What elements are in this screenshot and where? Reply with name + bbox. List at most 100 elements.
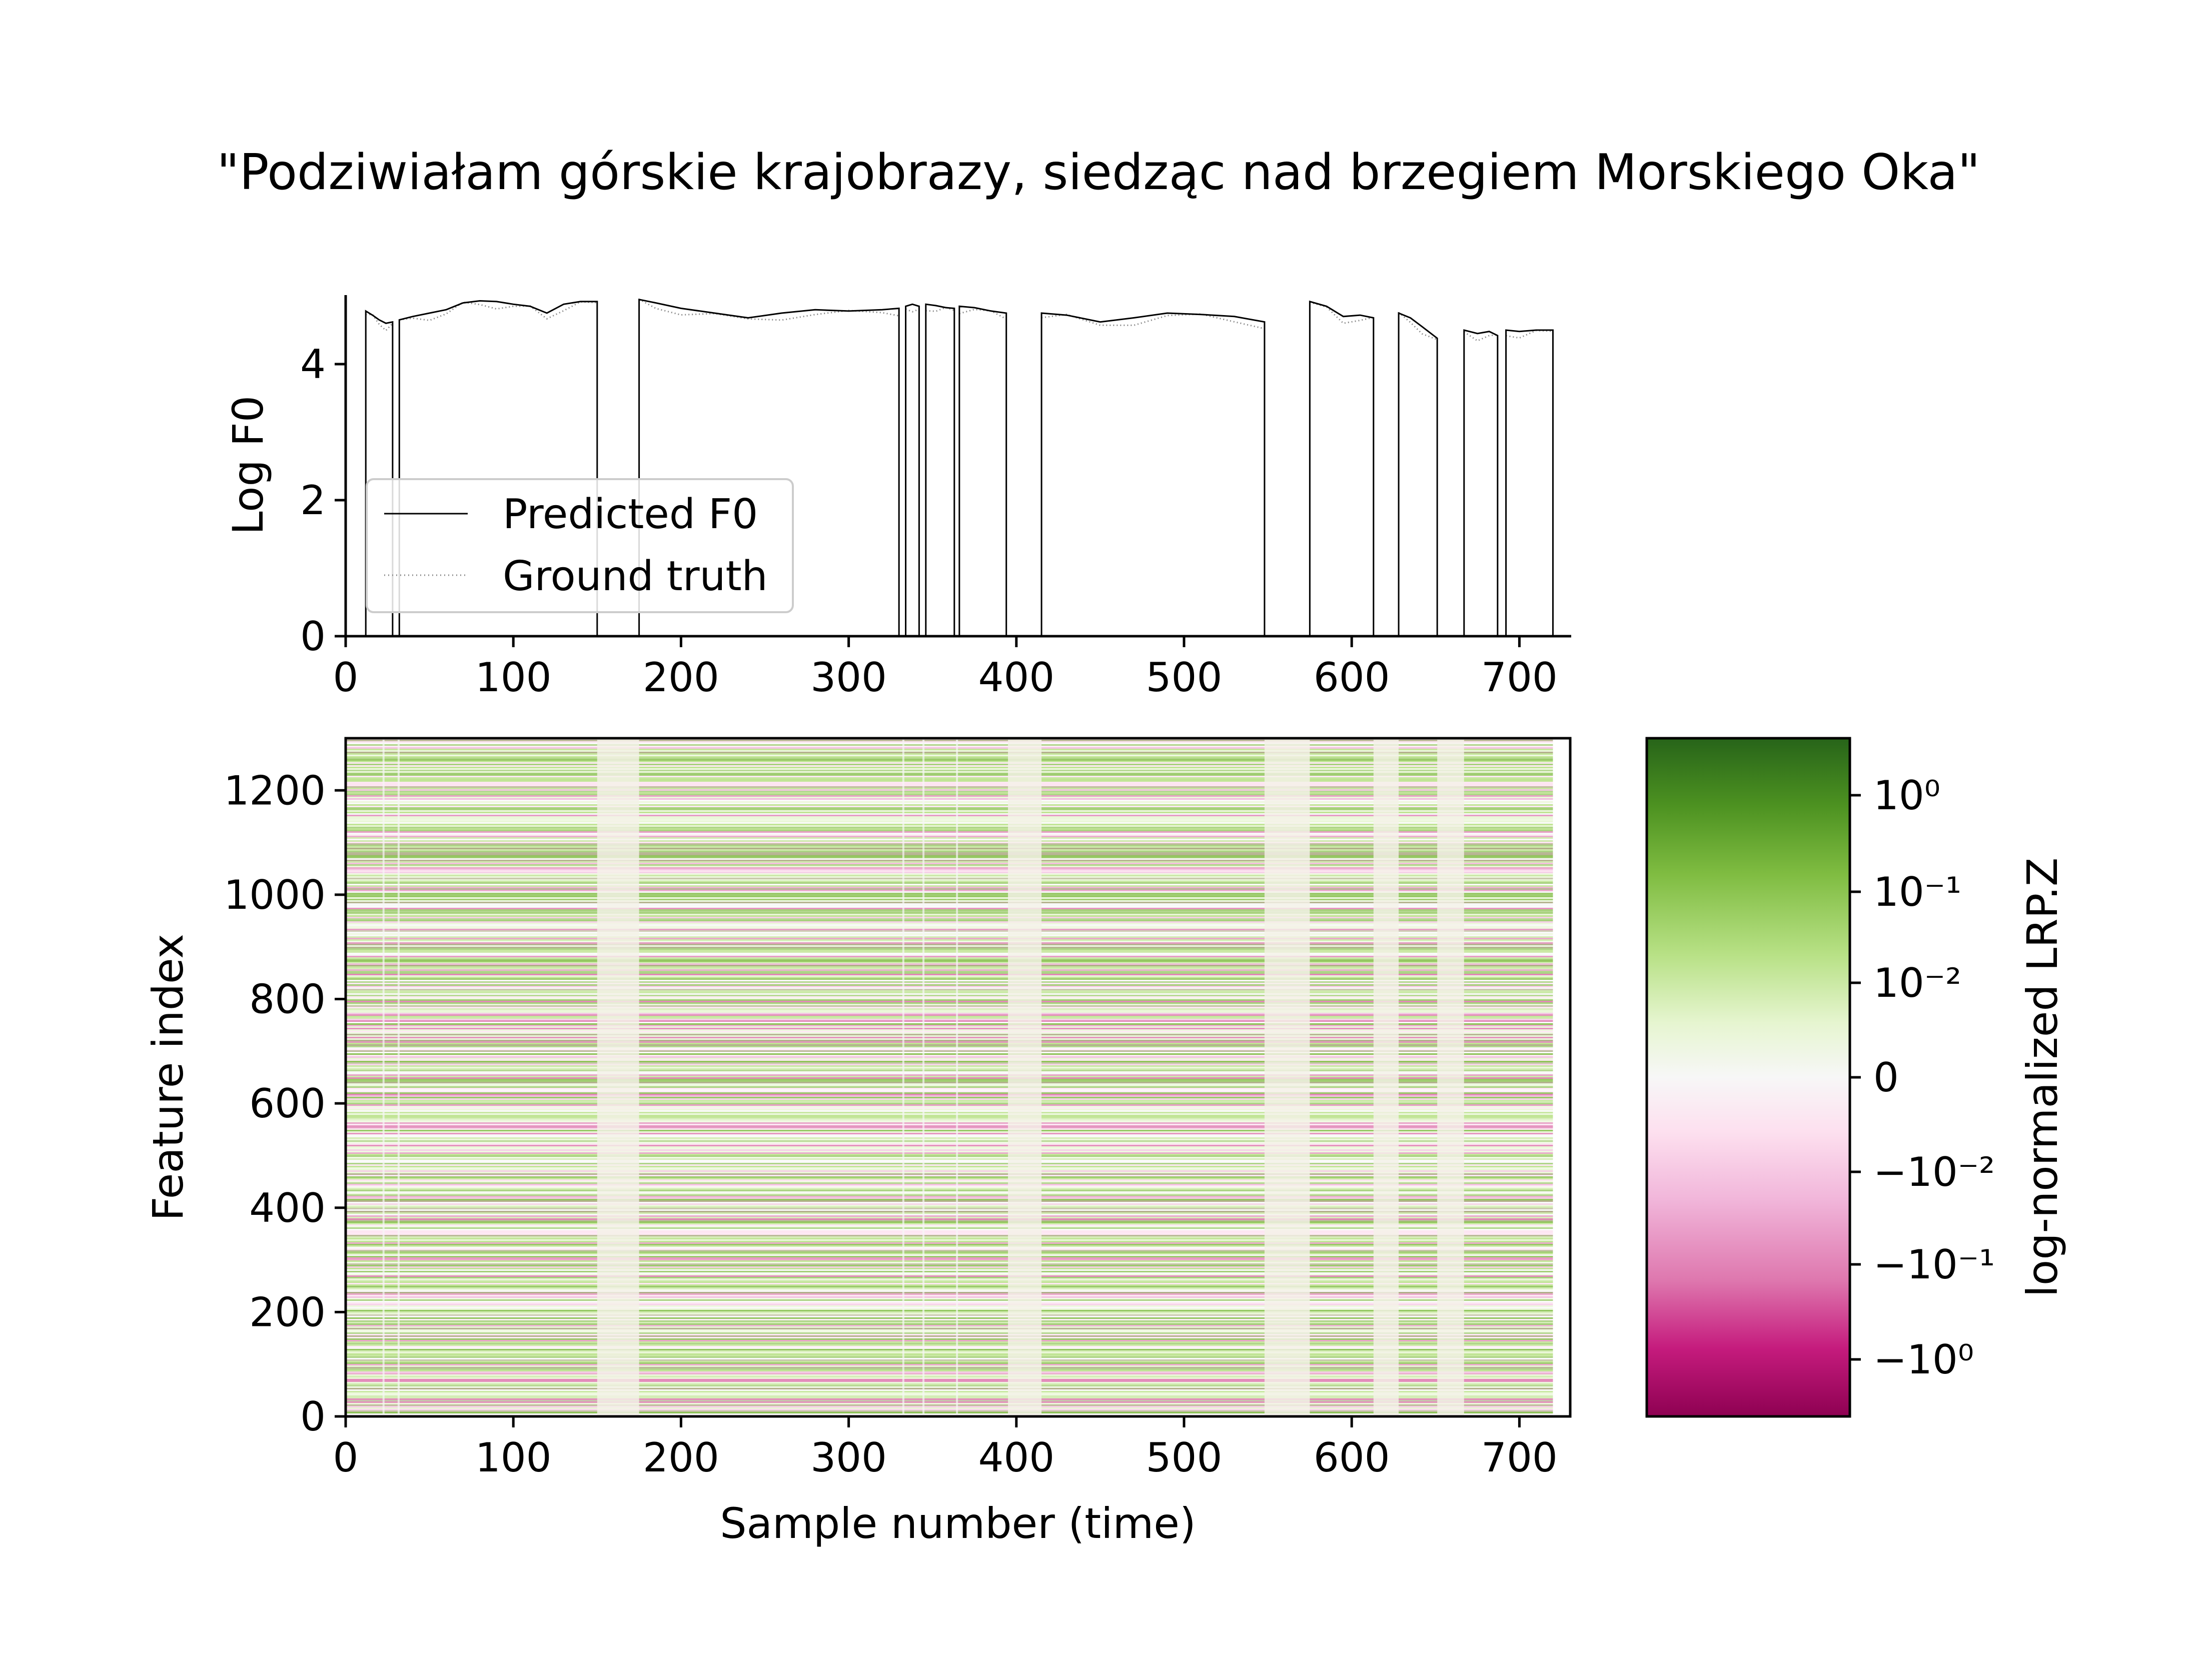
heatmap-row — [346, 1109, 1553, 1110]
heatmap-row — [346, 824, 1553, 825]
heatmap-row — [346, 966, 1553, 968]
heatmap-row — [346, 1257, 1553, 1259]
heatmap-row — [346, 1242, 1553, 1244]
heatmap-row — [346, 918, 1553, 920]
heatmap-row — [346, 854, 1553, 855]
heatmap-row — [346, 1194, 1553, 1196]
heatmap-row — [346, 849, 1553, 851]
heatmap-row — [346, 1044, 1553, 1046]
heatmap-row — [346, 791, 1553, 792]
heatmap-row — [346, 1101, 1553, 1103]
heatmap-row — [346, 1260, 1553, 1262]
y-tick-label: 1200 — [224, 767, 326, 814]
heatmap-row — [346, 981, 1553, 983]
heatmap-row — [346, 977, 1553, 978]
x-tick-label: 500 — [1146, 654, 1223, 701]
heatmap-row — [346, 1083, 1553, 1085]
heatmap-row — [346, 771, 1553, 773]
x-tick-label: 400 — [978, 1434, 1054, 1481]
heatmap-row — [346, 984, 1553, 986]
colorbar-gradient — [1645, 737, 1851, 1418]
heatmap-row — [346, 1263, 1553, 1265]
heatmap-row — [346, 1179, 1553, 1181]
heatmap-row — [346, 807, 1553, 809]
heatmap-row — [346, 983, 1553, 984]
heatmap-row — [346, 1307, 1553, 1308]
heatmap-row — [346, 929, 1553, 930]
x-tick-label: 200 — [643, 1434, 719, 1481]
heatmap-row — [346, 1344, 1553, 1346]
heatmap-row — [346, 897, 1553, 899]
heatmap-row — [346, 1392, 1553, 1394]
heatmap-row — [346, 1208, 1553, 1209]
heatmap-row — [346, 810, 1553, 812]
heatmap-row — [346, 896, 1553, 897]
heatmap-row — [346, 1386, 1553, 1388]
heatmap-row — [346, 1052, 1553, 1053]
heatmap-row — [346, 954, 1553, 956]
heatmap-row — [346, 876, 1553, 878]
heatmap-row — [346, 1320, 1553, 1322]
heatmap-row — [346, 885, 1553, 887]
heatmap-row — [346, 744, 1553, 746]
heatmap-row — [346, 1074, 1553, 1076]
heatmap-row — [346, 1341, 1553, 1343]
heatmap-row — [346, 1092, 1553, 1094]
ground-truth-line — [1398, 312, 1438, 341]
y-tick-label: 1000 — [224, 872, 326, 918]
heatmap-row — [346, 1286, 1553, 1287]
colorbar: 10⁰ 10⁻¹ 10⁻² 0 −10⁻² −10⁻¹ −10⁰ log-normalize… — [1645, 737, 2067, 1418]
heatmap-row — [346, 1410, 1553, 1412]
heatmap-row — [346, 1098, 1553, 1100]
heatmap-row — [346, 1125, 1553, 1127]
heatmap-row — [346, 926, 1553, 927]
heatmap-row — [346, 1394, 1553, 1395]
heatmap-row — [346, 899, 1553, 900]
heatmap-row — [346, 1061, 1553, 1062]
heatmap-row — [346, 906, 1553, 908]
heatmap-row — [346, 1118, 1553, 1119]
heatmap-row — [346, 1056, 1553, 1058]
x-tick-label: 100 — [475, 1434, 552, 1481]
heatmap-row — [346, 843, 1553, 845]
heatmap-row — [346, 1271, 1553, 1272]
heatmap-row — [346, 935, 1553, 936]
heatmap-row — [346, 1127, 1553, 1128]
heatmap-row — [346, 1403, 1553, 1404]
heatmap-row — [346, 1316, 1553, 1317]
top-y-axis-label: Log F0 — [224, 396, 273, 535]
heatmap-row — [346, 1097, 1553, 1098]
heatmap-row — [346, 1329, 1553, 1331]
x-tick-label: 0 — [333, 654, 359, 701]
heatmap-row — [346, 1266, 1553, 1268]
heatmap-image — [346, 738, 1570, 1416]
heatmap-row — [346, 1013, 1553, 1014]
ground-truth-line — [1309, 301, 1374, 324]
heatmap-row — [346, 1037, 1553, 1038]
heatmap-row — [346, 1280, 1553, 1281]
x-tick-label: 700 — [1481, 1434, 1558, 1481]
heatmap-row — [346, 1281, 1553, 1283]
heatmap-row — [346, 816, 1553, 818]
heatmap-row — [346, 827, 1553, 828]
heatmap-row — [346, 1374, 1553, 1376]
heatmap-row — [346, 1100, 1553, 1101]
heatmap-row — [346, 1077, 1553, 1079]
heatmap-row — [346, 1152, 1553, 1154]
heatmap-row — [346, 1199, 1553, 1200]
heatmap-row — [346, 1278, 1553, 1280]
heatmap-row — [346, 1059, 1553, 1061]
heatmap-row — [346, 1185, 1553, 1187]
heatmap-row — [346, 1314, 1553, 1316]
heatmap-row — [346, 750, 1553, 752]
heatmap-row — [346, 1230, 1553, 1232]
heatmap-row — [346, 749, 1553, 750]
heatmap-row — [346, 840, 1553, 842]
heatmap-row — [346, 1193, 1553, 1194]
heatmap-row — [346, 1050, 1553, 1052]
heatmap-row — [346, 911, 1553, 912]
heatmap-row — [346, 1158, 1553, 1160]
heatmap-row — [346, 1269, 1553, 1271]
heatmap-row — [346, 1247, 1553, 1248]
heatmap-row — [346, 1212, 1553, 1214]
